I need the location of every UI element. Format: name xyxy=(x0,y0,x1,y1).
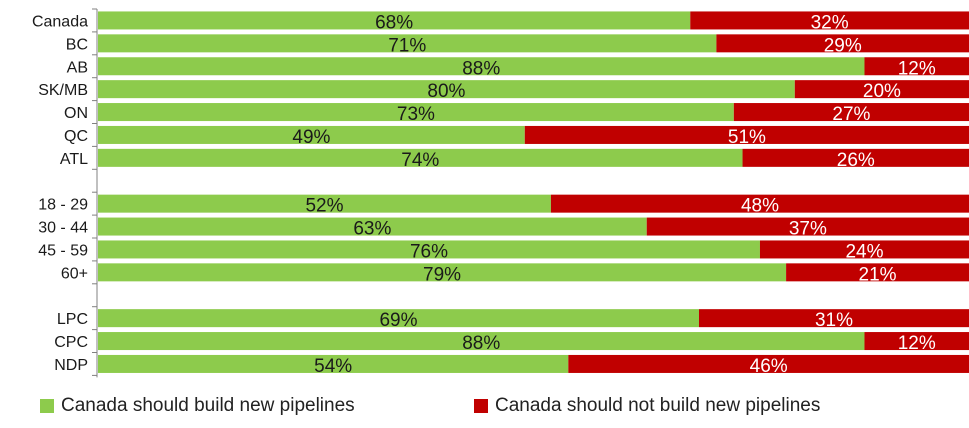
category-label: 45 - 59 xyxy=(38,242,88,259)
legend-swatch-build xyxy=(40,399,54,413)
category-label: AB xyxy=(67,59,88,76)
data-label-not-build: 29% xyxy=(824,35,862,56)
bar-segment-build xyxy=(98,332,865,351)
bar-segment-build xyxy=(98,103,734,122)
data-label-not-build: 37% xyxy=(789,219,827,240)
bar-segment-not-build xyxy=(524,125,969,144)
bar-segment-not-build xyxy=(742,148,969,167)
bar-segment-build xyxy=(98,354,569,373)
category-label: SK/MB xyxy=(38,82,88,99)
bar-segment-not-build xyxy=(759,240,969,259)
bar-segment-not-build xyxy=(794,80,969,99)
bar-segment-build xyxy=(98,263,787,282)
bar-segment-build xyxy=(98,194,551,213)
bar-segment-build xyxy=(98,309,699,328)
category-label: LPC xyxy=(57,311,88,328)
category-label: 60+ xyxy=(61,265,88,282)
data-label-build: 79% xyxy=(423,264,461,285)
category-label: Canada xyxy=(32,13,88,30)
data-label-build: 49% xyxy=(292,127,330,148)
bar-segment-not-build xyxy=(864,332,969,351)
data-label-not-build: 20% xyxy=(863,81,901,102)
category-label: 18 - 29 xyxy=(38,197,88,214)
bar-segment-not-build xyxy=(864,57,969,76)
data-label-not-build: 12% xyxy=(898,58,936,79)
data-label-build: 52% xyxy=(305,196,343,217)
data-label-not-build: 21% xyxy=(859,264,897,285)
category-label: NDP xyxy=(54,357,88,374)
legend-label-build: Canada should build new pipelines xyxy=(61,395,355,416)
legend: Canada should build new pipelines Canada… xyxy=(40,395,960,425)
data-label-build: 88% xyxy=(462,333,500,354)
bar-segment-build xyxy=(98,57,865,76)
bar-segment-not-build xyxy=(646,217,969,236)
data-label-not-build: 12% xyxy=(898,333,936,354)
category-label: ATL xyxy=(60,151,88,168)
bar-segment-not-build xyxy=(733,103,969,122)
bar-segment-build xyxy=(98,34,717,53)
bar-segment-not-build xyxy=(786,263,969,282)
category-label: CPC xyxy=(54,334,88,351)
data-label-not-build: 32% xyxy=(811,12,849,33)
bar-segment-not-build xyxy=(568,354,969,373)
category-label: QC xyxy=(64,128,88,145)
category-label: 30 - 44 xyxy=(38,220,88,237)
data-label-build: 80% xyxy=(427,81,465,102)
data-label-not-build: 46% xyxy=(750,356,788,377)
legend-swatch-not-build xyxy=(474,399,488,413)
bar-segment-build xyxy=(98,80,795,99)
bar-segment-build xyxy=(98,217,647,236)
legend-item-build: Canada should build new pipelines xyxy=(40,395,355,417)
bar-segment-build xyxy=(98,148,743,167)
data-label-not-build: 51% xyxy=(728,127,766,148)
data-label-not-build: 31% xyxy=(815,310,853,331)
bar-segment-not-build xyxy=(716,34,969,53)
bar-segment-build xyxy=(98,240,760,259)
category-label: ON xyxy=(64,105,88,122)
data-label-not-build: 48% xyxy=(741,196,779,217)
data-label-build: 76% xyxy=(410,241,448,262)
data-label-build: 54% xyxy=(314,356,352,377)
legend-item-not-build: Canada should not build new pipelines xyxy=(474,395,820,417)
bar-segment-not-build xyxy=(698,309,969,328)
data-label-build: 74% xyxy=(401,150,439,171)
data-label-build: 63% xyxy=(353,219,391,240)
data-label-build: 69% xyxy=(379,310,417,331)
legend-label-not-build: Canada should not build new pipelines xyxy=(495,395,821,416)
data-label-not-build: 24% xyxy=(845,241,883,262)
data-label-build: 88% xyxy=(462,58,500,79)
bar-segment-not-build xyxy=(690,11,969,30)
bar-segment-build xyxy=(98,125,525,144)
data-label-build: 68% xyxy=(375,12,413,33)
data-label-not-build: 26% xyxy=(837,150,875,171)
data-label-build: 73% xyxy=(397,104,435,125)
bar-segment-build xyxy=(98,11,691,30)
category-label: BC xyxy=(66,36,88,53)
data-label-build: 71% xyxy=(388,35,426,56)
bar-segment-not-build xyxy=(550,194,969,213)
data-label-not-build: 27% xyxy=(832,104,870,125)
